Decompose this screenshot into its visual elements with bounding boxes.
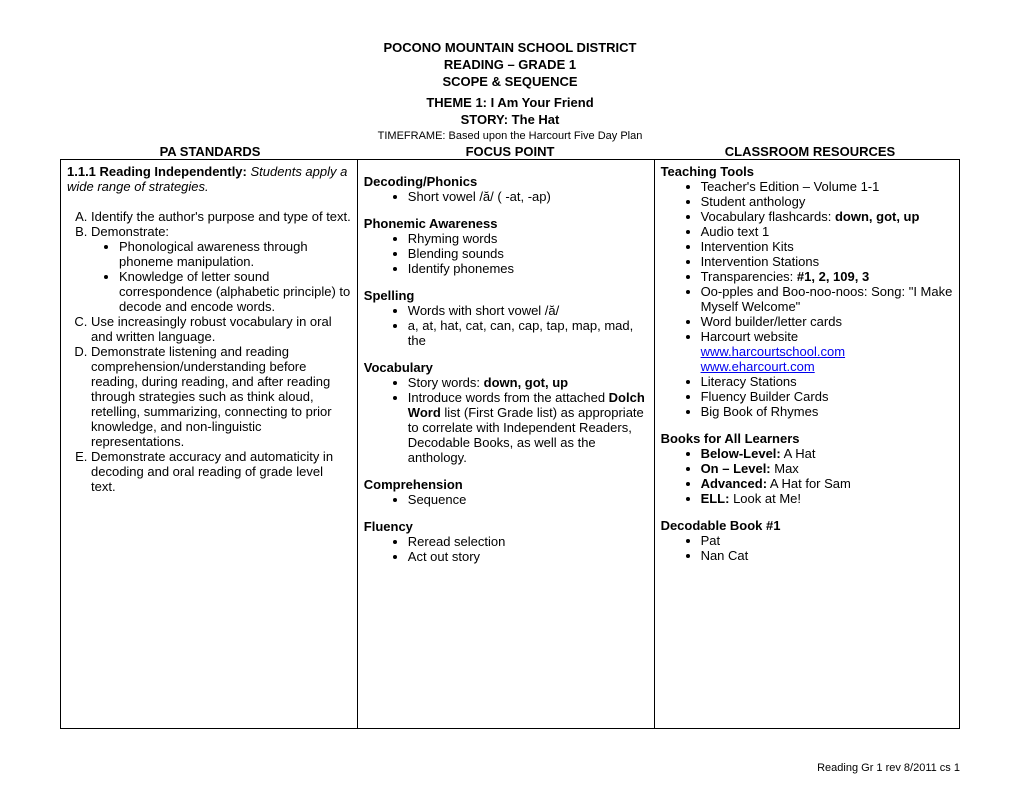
standard-code-bold: 1.1.1 Reading Independently: — [67, 164, 247, 179]
vocab-item2: Introduce words from the attached Dolch … — [408, 390, 648, 465]
book-advanced: Advanced: A Hat for Sam — [701, 476, 953, 491]
tools-list: Teacher's Edition – Volume 1-1 Student a… — [661, 179, 953, 419]
vocab-list: Story words: down, got, up Introduce wor… — [364, 375, 648, 465]
vocab2a: Introduce words from the attached — [408, 390, 609, 405]
b2b: On – Level: — [701, 461, 771, 476]
vocab2c: list (First Grade list) as appropriate t… — [408, 405, 644, 465]
book-below: Below-Level: A Hat — [701, 446, 953, 461]
comp-item1: Sequence — [408, 492, 648, 507]
tools-head: Teaching Tools — [661, 164, 953, 179]
spelling-list: Words with short vowel /ă/ a, at, hat, c… — [364, 303, 648, 348]
decodable-list: Pat Nan Cat — [661, 533, 953, 563]
main-table: 1.1.1 Reading Independently: Students ap… — [60, 159, 960, 729]
timeframe-line: TIMEFRAME: Based upon the Harcourt Five … — [60, 130, 960, 142]
b3r: A Hat for Sam — [767, 476, 851, 491]
col-header-resources: CLASSROOM RESOURCES — [660, 144, 960, 159]
spelling-head: Spelling — [364, 288, 648, 303]
tool-item: Vocabulary flashcards: down, got, up — [701, 209, 953, 224]
standard-b-sublist: Phonological awareness through phoneme m… — [91, 239, 351, 314]
book-ell: ELL: Look at Me! — [701, 491, 953, 506]
b2r: Max — [771, 461, 799, 476]
cell-focus-point: Decoding/Phonics Short vowel /ă/ ( -at, … — [357, 160, 654, 729]
spelling-item2: a, at, hat, cat, can, cap, tap, map, mad… — [408, 318, 648, 348]
tool-item: Harcourt website www.harcourtschool.com … — [701, 329, 953, 374]
books-head: Books for All Learners — [661, 431, 953, 446]
standard-b-sub2: Knowledge of letter sound correspondence… — [119, 269, 351, 314]
fluency-head: Fluency — [364, 519, 648, 534]
spelling-item1: Words with short vowel /ă/ — [408, 303, 648, 318]
standard-item-e: Demonstrate accuracy and automaticity in… — [91, 449, 351, 494]
b4b: ELL: — [701, 491, 730, 506]
phonemic-item2: Blending sounds — [408, 246, 648, 261]
comp-head: Comprehension — [364, 477, 648, 492]
decodable-item: Nan Cat — [701, 548, 953, 563]
standard-item-c: Use increasingly robust vocabulary in or… — [91, 314, 351, 344]
decoding-head: Decoding/Phonics — [364, 174, 648, 189]
fluency-item2: Act out story — [408, 549, 648, 564]
page-container: POCONO MOUNTAIN SCHOOL DISTRICT READING … — [0, 0, 1020, 788]
phonemic-item1: Rhyming words — [408, 231, 648, 246]
document-header: POCONO MOUNTAIN SCHOOL DISTRICT READING … — [60, 40, 960, 128]
vocab1-bold: down, got, up — [484, 375, 568, 390]
b3b: Advanced: — [701, 476, 767, 491]
tool-item: Transparencies: #1, 2, 109, 3 — [701, 269, 953, 284]
tool-item: Audio text 1 — [701, 224, 953, 239]
tool-item: Student anthology — [701, 194, 953, 209]
standard-b-sub1: Phonological awareness through phoneme m… — [119, 239, 351, 269]
cell-classroom-resources: Teaching Tools Teacher's Edition – Volum… — [654, 160, 959, 729]
column-headers-row: PA STANDARDS FOCUS POINT CLASSROOM RESOU… — [60, 144, 960, 159]
standards-list: Identify the author's purpose and type o… — [67, 209, 351, 494]
tool-item: Literacy Stations — [701, 374, 953, 389]
t7pre: Transparencies: — [701, 269, 797, 284]
tool-item: Oo-pples and Boo-noo-noos: Song: "I Make… — [701, 284, 953, 314]
header-story: STORY: The Hat — [60, 112, 960, 129]
fluency-item1: Reread selection — [408, 534, 648, 549]
tool-item: Teacher's Edition – Volume 1-1 — [701, 179, 953, 194]
decodable-item: Pat — [701, 533, 953, 548]
header-district: POCONO MOUNTAIN SCHOOL DISTRICT — [60, 40, 960, 57]
b1r: A Hat — [781, 446, 816, 461]
tool-item: Intervention Kits — [701, 239, 953, 254]
vocab-item1: Story words: down, got, up — [408, 375, 648, 390]
page-footer: Reading Gr 1 rev 8/2011 cs 1 — [817, 762, 960, 774]
tool-item: Intervention Stations — [701, 254, 953, 269]
phonemic-item3: Identify phonemes — [408, 261, 648, 276]
comp-list: Sequence — [364, 492, 648, 507]
standard-item-a: Identify the author's purpose and type o… — [91, 209, 351, 224]
b4r: Look at Me! — [729, 491, 801, 506]
col-header-focus: FOCUS POINT — [360, 144, 660, 159]
header-scope: SCOPE & SEQUENCE — [60, 74, 960, 91]
tool-item: Fluency Builder Cards — [701, 389, 953, 404]
tool-item: Big Book of Rhymes — [701, 404, 953, 419]
t3bold: down, got, up — [835, 209, 919, 224]
decodable-head: Decodable Book #1 — [661, 518, 953, 533]
decoding-item: Short vowel /ă/ ( -at, -ap) — [408, 189, 648, 204]
col-header-standards: PA STANDARDS — [60, 144, 360, 159]
tool-item: Word builder/letter cards — [701, 314, 953, 329]
books-list: Below-Level: A Hat On – Level: Max Advan… — [661, 446, 953, 506]
b1b: Below-Level: — [701, 446, 781, 461]
t3pre: Vocabulary flashcards: — [701, 209, 835, 224]
decoding-list: Short vowel /ă/ ( -at, -ap) — [364, 189, 648, 204]
fluency-list: Reread selection Act out story — [364, 534, 648, 564]
header-theme: THEME 1: I Am Your Friend — [60, 95, 960, 112]
standard-item-b: Demonstrate: Phonological awareness thro… — [91, 224, 351, 314]
vocab-head: Vocabulary — [364, 360, 648, 375]
book-on: On – Level: Max — [701, 461, 953, 476]
cell-pa-standards: 1.1.1 Reading Independently: Students ap… — [61, 160, 358, 729]
vocab1-pre: Story words: — [408, 375, 484, 390]
phonemic-list: Rhyming words Blending sounds Identify p… — [364, 231, 648, 276]
phonemic-head: Phonemic Awareness — [364, 216, 648, 231]
eharcourt-link[interactable]: www.eharcourt.com — [701, 359, 815, 374]
harcourt-link[interactable]: www.harcourtschool.com — [701, 344, 846, 359]
standard-b-head: Demonstrate: — [91, 224, 169, 239]
standard-item-d: Demonstrate listening and reading compre… — [91, 344, 351, 449]
header-grade: READING – GRADE 1 — [60, 57, 960, 74]
t10: Harcourt website — [701, 329, 799, 344]
t7bold: #1, 2, 109, 3 — [797, 269, 869, 284]
